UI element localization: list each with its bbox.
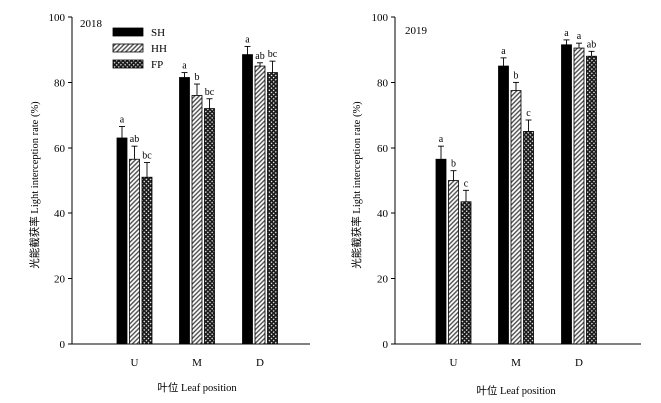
bar-sh-m bbox=[179, 77, 190, 345]
significance-letter: ab bbox=[130, 134, 139, 145]
significance-letter: a bbox=[564, 28, 569, 39]
legend-swatch-hh bbox=[112, 43, 144, 53]
significance-letter: a bbox=[245, 34, 250, 45]
series-hh: b b a bbox=[448, 31, 585, 345]
bar-hh-d bbox=[254, 65, 266, 345]
significance-letter: b bbox=[451, 159, 456, 170]
y-tick-label: 0 bbox=[383, 339, 389, 351]
bar-fp-d bbox=[267, 72, 278, 345]
bar-fp-u bbox=[141, 176, 153, 345]
legend-label-hh: HH bbox=[151, 43, 167, 55]
bar-hh-m bbox=[191, 95, 203, 345]
category-label-u: U bbox=[450, 357, 458, 369]
panel-title: 2018 bbox=[80, 18, 103, 30]
category-label-d: D bbox=[256, 357, 264, 369]
legend-swatch-sh bbox=[112, 27, 144, 37]
significance-letter: a bbox=[120, 115, 125, 126]
bar-sh-d bbox=[561, 44, 572, 345]
significance-letter: b bbox=[195, 72, 200, 83]
significance-letter: a bbox=[439, 134, 444, 145]
axes: 0 20 40 60 80 100 U M D bbox=[49, 12, 310, 369]
y-tick-label: 60 bbox=[54, 143, 66, 155]
x-axis-title: 叶位 Leaf position bbox=[157, 381, 237, 394]
significance-letter: c bbox=[526, 108, 531, 119]
legend: SH HH FP bbox=[112, 27, 167, 71]
y-tick-label: 100 bbox=[49, 12, 66, 24]
significance-letter: bc bbox=[142, 151, 152, 162]
significance-letter: c bbox=[464, 178, 469, 189]
legend-item-fp: FP bbox=[112, 59, 163, 71]
category-label-u: U bbox=[131, 357, 139, 369]
significance-letter: bc bbox=[268, 49, 278, 60]
panel-2019: 2019 光能截获率 Light interception rate (%) 叶… bbox=[350, 12, 641, 397]
y-tick-label: 60 bbox=[377, 143, 389, 155]
y-tick-label: 20 bbox=[54, 274, 66, 286]
legend-label-fp: FP bbox=[151, 59, 163, 71]
significance-letter: a bbox=[182, 61, 187, 72]
y-axis-title: 光能截获率 Light interception rate (%) bbox=[28, 101, 41, 269]
y-axis-title: 光能截获率 Light interception rate (%) bbox=[350, 101, 363, 269]
bar-fp-d bbox=[586, 55, 597, 345]
series-hh: ab b ab bbox=[129, 51, 266, 345]
bar-sh-m bbox=[498, 65, 509, 345]
panel-2018: 2018 光能截获率 Light interception rate (%) 叶… bbox=[28, 12, 310, 394]
y-tick-label: 40 bbox=[377, 208, 389, 220]
y-tick-label: 80 bbox=[54, 77, 66, 89]
y-tick-label: 100 bbox=[372, 12, 389, 24]
bar-sh-u bbox=[435, 158, 447, 345]
legend-swatch-fp bbox=[112, 59, 144, 69]
series-fp: bc bc bc bbox=[141, 49, 278, 345]
significance-letter: ab bbox=[255, 51, 264, 62]
panel-title: 2019 bbox=[405, 25, 428, 37]
legend-item-hh: HH bbox=[112, 43, 167, 55]
y-tick-label: 0 bbox=[60, 339, 66, 351]
significance-letter: a bbox=[501, 46, 506, 57]
bar-fp-m bbox=[204, 108, 215, 345]
bar-sh-u bbox=[116, 137, 128, 345]
y-tick-label: 40 bbox=[54, 208, 66, 220]
y-tick-label: 20 bbox=[377, 274, 389, 286]
y-tick-label: 80 bbox=[377, 77, 389, 89]
x-axis-title: 叶位 Leaf position bbox=[476, 384, 556, 397]
category-label-m: M bbox=[192, 357, 202, 369]
bar-hh-u bbox=[448, 180, 459, 345]
significance-letter: ab bbox=[587, 39, 596, 50]
legend-label-sh: SH bbox=[151, 27, 165, 39]
series-sh: a a a bbox=[116, 34, 253, 345]
significance-letter: bc bbox=[205, 87, 215, 98]
significance-letter: b bbox=[514, 70, 519, 81]
category-label-m: M bbox=[511, 357, 521, 369]
bar-sh-d bbox=[242, 54, 253, 345]
bar-fp-u bbox=[460, 201, 472, 345]
bar-hh-m bbox=[510, 90, 522, 345]
bar-fp-m bbox=[523, 131, 534, 345]
series-sh: a a a bbox=[435, 28, 572, 345]
legend-item-sh: SH bbox=[112, 27, 165, 39]
significance-letter: a bbox=[577, 31, 582, 42]
bar-hh-u bbox=[129, 158, 140, 345]
category-label-d: D bbox=[575, 357, 583, 369]
bar-hh-d bbox=[573, 47, 585, 345]
